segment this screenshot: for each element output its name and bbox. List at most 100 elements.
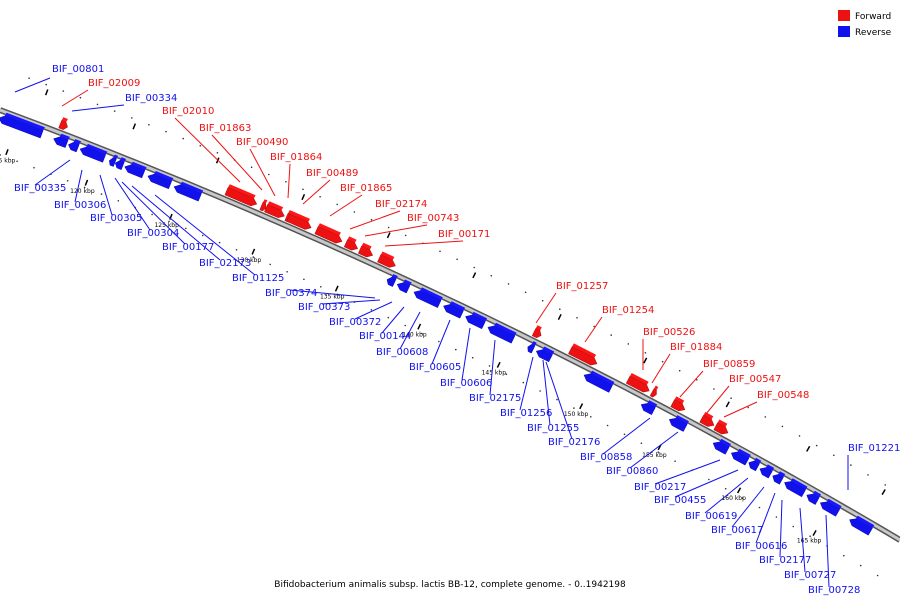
gene-bif-00374[interactable] <box>147 171 174 190</box>
gene-bif-00859[interactable] <box>670 396 686 412</box>
gene-bif-02177[interactable] <box>784 478 808 498</box>
gene-label[interactable]: BIF_00372 <box>329 317 381 328</box>
gene-bif-02009[interactable] <box>58 117 68 130</box>
gene-label[interactable]: BIF_00606 <box>440 378 492 389</box>
gene-bif-02175[interactable] <box>487 322 517 344</box>
gene-label[interactable]: BIF_00304 <box>127 228 179 239</box>
gene-label[interactable]: BIF_01257 <box>556 281 608 292</box>
gene-label[interactable]: BIF_01884 <box>670 342 722 353</box>
gene-bif-02173[interactable] <box>115 157 126 171</box>
gene-label[interactable]: BIF_00490 <box>236 137 288 148</box>
label-connector <box>584 316 603 343</box>
gene-bif-00858[interactable] <box>640 400 658 416</box>
label-connector <box>545 361 573 440</box>
gene-label[interactable]: BIF_00858 <box>580 452 632 463</box>
gene-bif-00171[interactable] <box>377 251 396 268</box>
gene-bif-00743[interactable] <box>357 242 374 258</box>
gene-label[interactable]: BIF_00374 <box>265 288 317 299</box>
gene-label[interactable]: BIF_01255 <box>527 423 579 434</box>
gene-bif-02010[interactable] <box>224 184 258 207</box>
gene-label[interactable]: BIF_00619 <box>685 511 737 522</box>
gene-bif-00335[interactable] <box>0 112 45 139</box>
gene-bif-02176[interactable] <box>583 370 615 393</box>
gene-bif-01256[interactable] <box>527 341 537 354</box>
label-connector <box>535 292 557 324</box>
gene-bif-00144[interactable] <box>396 279 412 294</box>
gene-bif-00617[interactable] <box>759 464 775 479</box>
gene-bif-00605[interactable] <box>443 301 466 319</box>
gene-label[interactable]: BIF_01863 <box>199 123 251 134</box>
gene-label[interactable]: BIF_00859 <box>703 359 755 370</box>
gene-label[interactable]: BIF_02177 <box>759 555 811 566</box>
gene-label[interactable]: BIF_00217 <box>634 482 686 493</box>
gene-label[interactable]: BIF_00306 <box>54 200 106 211</box>
gene-label[interactable]: BIF_00335 <box>14 183 66 194</box>
gene-bif-00306[interactable] <box>53 133 70 148</box>
gene-label[interactable]: BIF_00334 <box>125 93 177 104</box>
gene-bif-02174[interactable] <box>343 236 359 251</box>
gene-label[interactable]: BIF_02009 <box>88 78 140 89</box>
gene-label[interactable]: BIF_00144 <box>359 331 411 342</box>
gene-bif-00619[interactable] <box>748 457 762 472</box>
gene-label[interactable]: BIF_00801 <box>52 64 104 75</box>
gene-label[interactable]: BIF_00177 <box>162 242 214 253</box>
gene-bif-00526[interactable] <box>625 373 650 393</box>
gene-bif-01254[interactable] <box>568 343 598 366</box>
gene-label[interactable]: BIF_02010 <box>162 106 214 117</box>
gene-label[interactable]: BIF_01254 <box>602 305 654 316</box>
gene-label[interactable]: BIF_00526 <box>643 327 695 338</box>
gene-label[interactable]: BIF_02173 <box>199 258 251 269</box>
gene-bif-00490[interactable] <box>264 201 285 218</box>
gene-label[interactable]: BIF_02176 <box>548 437 600 448</box>
gene-bif-01863[interactable] <box>259 199 268 212</box>
gene-bif-00373[interactable] <box>173 181 204 202</box>
gene-label[interactable]: BIF_00727 <box>784 570 836 581</box>
gene-bif-00727[interactable] <box>806 490 821 505</box>
gene-bif-00372[interactable] <box>386 274 398 287</box>
gene-bif-01865[interactable] <box>314 223 343 244</box>
gene-label[interactable]: BIF_00547 <box>729 374 781 385</box>
gene-label[interactable]: BIF_00608 <box>376 347 428 358</box>
gene-bif-00606[interactable] <box>465 311 488 330</box>
gene-label[interactable]: BIF_01125 <box>232 273 284 284</box>
gene-label[interactable]: BIF_00548 <box>757 390 809 401</box>
gene-label[interactable]: BIF_01864 <box>270 152 322 163</box>
gene-bif-01257[interactable] <box>531 325 542 339</box>
gene-label[interactable]: BIF_00171 <box>438 229 490 240</box>
gene-label[interactable]: BIF_00605 <box>409 362 461 373</box>
gene-bif-00616[interactable] <box>772 471 786 485</box>
gene-bif-01255[interactable] <box>535 346 555 363</box>
gene-bif-00177[interactable] <box>109 154 119 167</box>
gene-label[interactable]: BIF_00617 <box>711 525 763 536</box>
gene-bif-01221[interactable] <box>849 515 875 536</box>
gene-label[interactable]: BIF_00373 <box>298 302 350 313</box>
gene-bif-00305[interactable] <box>68 139 81 153</box>
gene-label[interactable]: BIF_00489 <box>306 168 358 179</box>
gene-label[interactable]: BIF_02175 <box>469 393 521 404</box>
gene-label[interactable]: BIF_00860 <box>606 466 658 477</box>
gene-bif-00728[interactable] <box>819 498 842 517</box>
gene-bif-00608[interactable] <box>413 287 443 308</box>
gene-bif-00217[interactable] <box>712 438 731 455</box>
gene-label[interactable]: BIF_00455 <box>654 495 706 506</box>
tick-mark <box>84 179 89 186</box>
gene-label[interactable]: BIF_00305 <box>90 213 142 224</box>
gene-bif-00455[interactable] <box>730 448 751 466</box>
tick-mark <box>301 193 306 201</box>
gene-label[interactable]: BIF_01865 <box>340 183 392 194</box>
gene-bif-01125[interactable] <box>124 161 147 179</box>
gene-label[interactable]: BIF_02174 <box>375 199 427 210</box>
gene-label[interactable]: BIF_01256 <box>500 408 552 419</box>
gene-label[interactable]: BIF_00616 <box>735 541 787 552</box>
gene-bif-00547[interactable] <box>699 412 715 427</box>
gene-bif-00489[interactable] <box>286 210 312 230</box>
gene-bif-00548[interactable] <box>713 419 729 435</box>
gene-bif-00304[interactable] <box>79 143 108 163</box>
gene-bif-01884[interactable] <box>649 385 659 398</box>
gene-label[interactable]: BIF_00743 <box>407 213 459 224</box>
gene-label[interactable]: BIF_00728 <box>808 585 860 596</box>
gene-label[interactable]: BIF_01221 <box>848 443 900 454</box>
gene-bif-00860[interactable] <box>668 415 689 432</box>
label-connector <box>755 492 776 544</box>
legend-reverse-label: Reverse <box>855 28 892 38</box>
